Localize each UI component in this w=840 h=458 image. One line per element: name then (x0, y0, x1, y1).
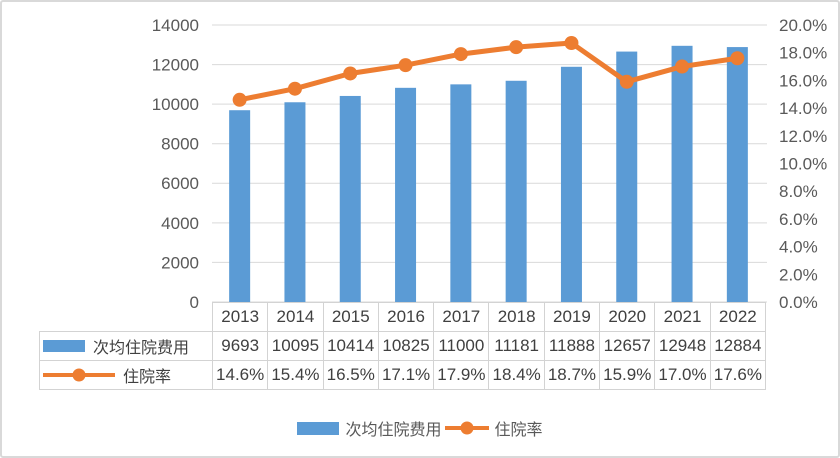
point-2022[interactable] (730, 51, 745, 66)
line-series-swatch (444, 421, 489, 435)
left-axis-tick: 2000 (161, 253, 199, 272)
bar-2018[interactable] (505, 80, 527, 302)
cost-cell: 10414 (322, 331, 379, 361)
rate-cell: 17.9% (433, 360, 490, 390)
rate-cell: 18.7% (543, 360, 601, 390)
right-axis-tick: 12.0% (779, 127, 827, 146)
left-axis-tick: 10000 (152, 95, 199, 114)
bar-2022[interactable] (726, 47, 748, 302)
cost-cell: 10825 (377, 331, 435, 361)
legend-label-cost: 次均住院费用 (345, 422, 442, 439)
cost-cell: 12884 (709, 331, 767, 361)
year-header: 2017 (433, 302, 490, 332)
right-axis-tick: 6.0% (779, 210, 818, 229)
right-axis-tick: 18.0% (779, 44, 827, 63)
point-2019[interactable] (564, 36, 579, 51)
year-header: 2013 (211, 302, 269, 332)
left-axis: 0 2000 4000 6000 8000 10000 12000 14000 (152, 16, 199, 312)
cost-cell: 12657 (599, 331, 656, 361)
point-2016[interactable] (398, 58, 413, 73)
left-axis-tick: 12000 (152, 56, 199, 75)
year-header: 2021 (654, 302, 711, 332)
year-header: 2014 (267, 302, 324, 332)
bar-2019[interactable] (560, 66, 582, 302)
rate-cell: 14.6% (211, 360, 269, 390)
cost-cell: 11181 (488, 331, 545, 361)
right-axis: 0.0% 2.0% 4.0% 6.0% 8.0% 10.0% 12.0% 14.0% 16.0%… (779, 16, 827, 312)
rate-cell: 17.6% (709, 360, 767, 390)
right-axis-tick: 16.0% (779, 71, 827, 90)
right-axis-tick: 10.0% (779, 154, 827, 173)
cost-row-label: 次均住院费用 (93, 340, 190, 357)
table-row-header-cost: 次均住院费用 (39, 331, 213, 361)
bar-2020[interactable] (616, 51, 638, 302)
right-axis-tick: 20.0% (779, 16, 827, 35)
legend-item-cost[interactable]: 次均住院费用 (297, 416, 442, 440)
point-2015[interactable] (343, 66, 358, 81)
year-header: 2016 (377, 302, 435, 332)
bar-2017[interactable] (450, 84, 472, 302)
year-header: 2020 (599, 302, 656, 332)
year-header: 2018 (488, 302, 545, 332)
rate-row-label: 住院率 (123, 369, 172, 386)
legend-item-rate[interactable]: 住院率 (444, 416, 543, 440)
bar-2014[interactable] (284, 102, 306, 302)
point-2014[interactable] (287, 81, 302, 96)
right-axis-tick: 2.0% (779, 265, 818, 284)
right-axis-tick: 0.0% (779, 293, 818, 312)
bar-2015[interactable] (339, 95, 361, 302)
year-header: 2022 (709, 302, 767, 332)
table-corner-blank (40, 303, 213, 332)
bar-2013[interactable] (229, 110, 251, 302)
point-2017[interactable] (453, 47, 468, 62)
rate-line[interactable] (237, 40, 740, 103)
right-axis-tick: 4.0% (779, 238, 818, 257)
cost-cell: 10095 (267, 331, 324, 361)
cost-cell: 11000 (433, 331, 490, 361)
left-axis-tick: 14000 (152, 16, 199, 35)
bar-series-swatch (297, 421, 340, 435)
cost-cell: 12948 (654, 331, 711, 361)
left-axis-tick: 6000 (161, 174, 199, 193)
point-2021[interactable] (675, 59, 690, 74)
bar-2021[interactable] (671, 45, 693, 302)
chart-legend: 次均住院费用 住院率 (2, 414, 838, 442)
right-axis-tick: 14.0% (779, 99, 827, 118)
line-series-swatch (43, 368, 115, 382)
left-axis-tick: 4000 (161, 214, 199, 233)
right-axis-tick: 8.0% (779, 182, 818, 201)
point-2020[interactable] (619, 74, 634, 89)
bar-2016[interactable] (395, 87, 417, 302)
rate-cell: 16.5% (322, 360, 379, 390)
rate-cell: 15.4% (267, 360, 324, 390)
rate-cell: 17.1% (377, 360, 435, 390)
rate-row-header: 住院率 (41, 363, 212, 387)
left-axis-tick: 8000 (161, 135, 199, 154)
rate-cell: 18.4% (488, 360, 545, 390)
legend-label-rate: 住院率 (494, 422, 543, 439)
left-axis-tick: 0 (190, 293, 199, 312)
cost-row-header: 次均住院费用 (41, 334, 212, 358)
rate-cell: 17.0% (654, 360, 711, 390)
point-2018[interactable] (509, 40, 524, 55)
point-2013[interactable] (232, 92, 247, 107)
bar-series (229, 45, 748, 302)
cost-cell: 11888 (543, 331, 601, 361)
year-header: 2019 (543, 302, 601, 332)
cost-cell: 9693 (211, 331, 269, 361)
rate-cell: 15.9% (599, 360, 656, 390)
table-row-header-rate: 住院率 (39, 360, 213, 390)
data-table: 2013 2014 2015 2016 2017 2018 2019 2020 2021 2022… (39, 302, 767, 390)
year-header: 2015 (322, 302, 379, 332)
bar-series-swatch (43, 340, 85, 352)
